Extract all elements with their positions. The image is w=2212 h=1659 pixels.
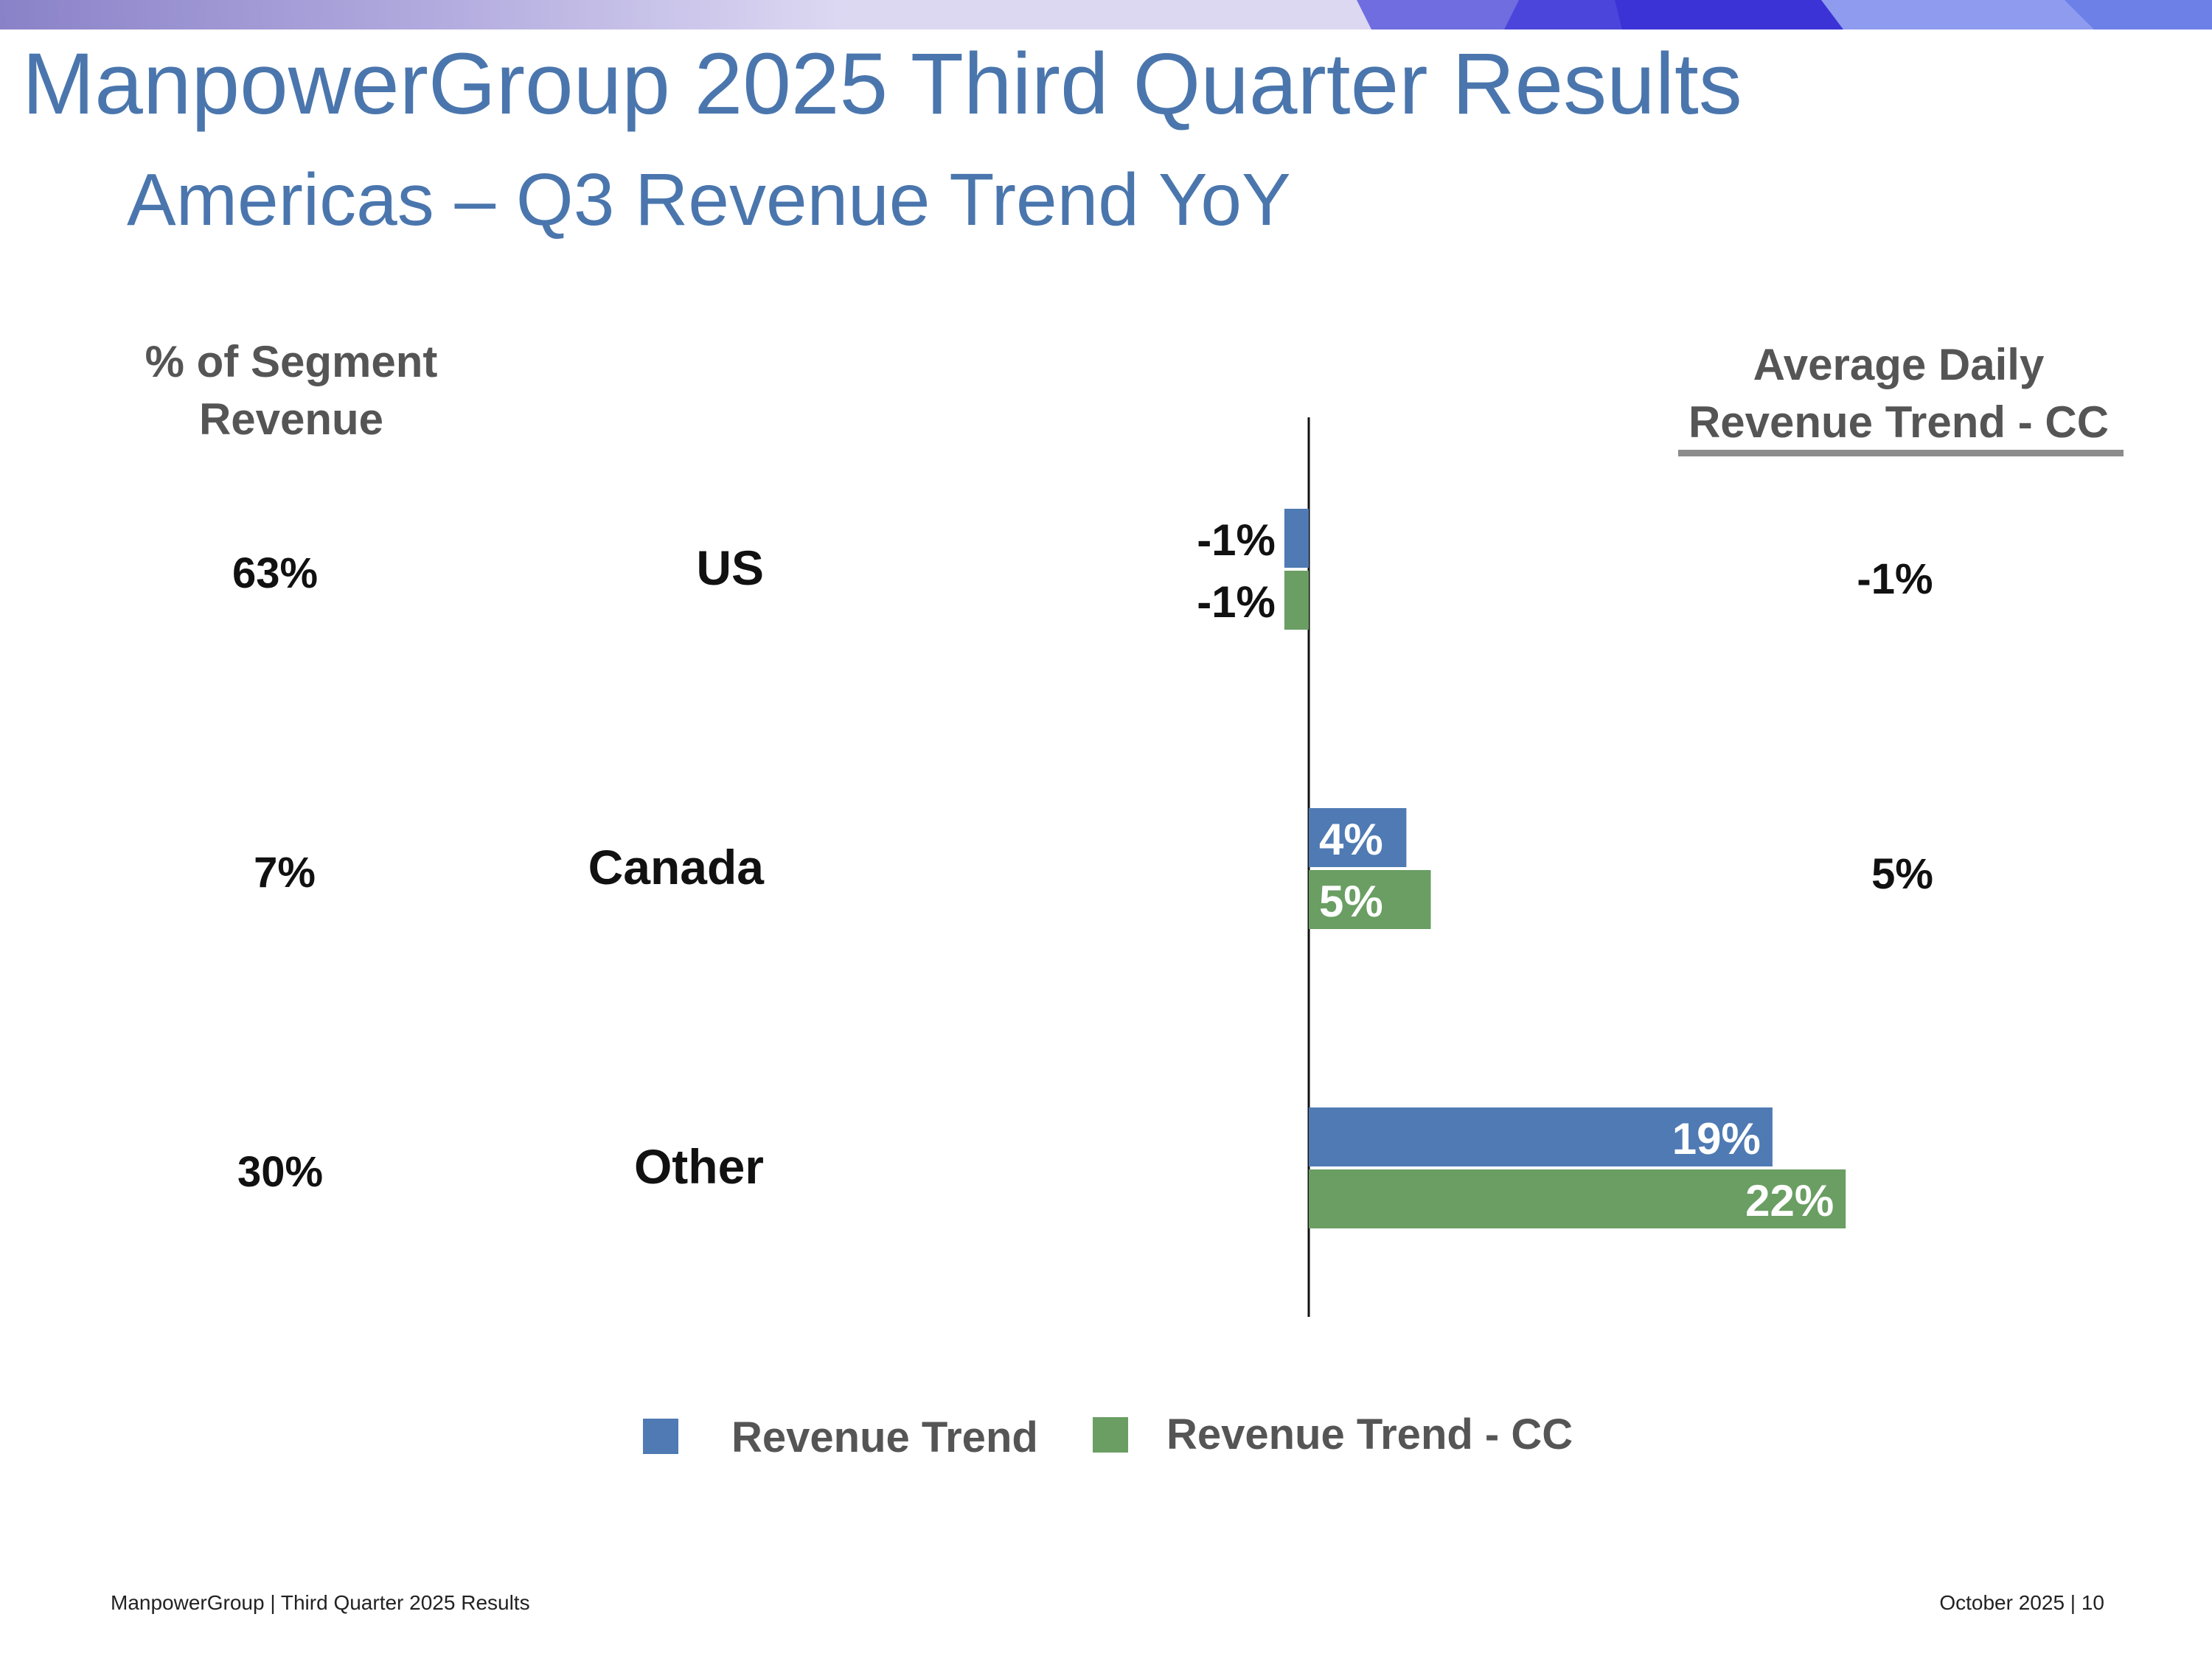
data-label-revenue-trend-canada: 4% xyxy=(1319,815,1383,864)
bar-revenue-trend-cc-us xyxy=(1284,571,1309,630)
footer-left: ManpowerGroup | Third Quarter 2025 Resul… xyxy=(111,1591,530,1615)
legend-label-revenue-trend: Revenue Trend xyxy=(731,1413,1038,1462)
revenue-trend-chart: -1% -1% 4% 5% 19% 22% xyxy=(0,0,2212,1659)
footer-right: October 2025 | 10 xyxy=(1939,1591,2104,1615)
bar-revenue-trend-us xyxy=(1284,509,1309,568)
legend-label-revenue-trend-cc: Revenue Trend - CC xyxy=(1166,1410,1573,1459)
data-label-revenue-trend-cc-other: 22% xyxy=(1745,1176,1834,1225)
data-label-revenue-trend-cc-us: -1% xyxy=(1197,577,1276,627)
legend-swatch-revenue-trend xyxy=(643,1419,678,1454)
data-label-revenue-trend-other: 19% xyxy=(1672,1114,1761,1164)
legend-swatch-revenue-trend-cc xyxy=(1093,1417,1128,1453)
data-label-revenue-trend-us: -1% xyxy=(1197,515,1276,565)
data-label-revenue-trend-cc-canada: 5% xyxy=(1319,877,1383,926)
